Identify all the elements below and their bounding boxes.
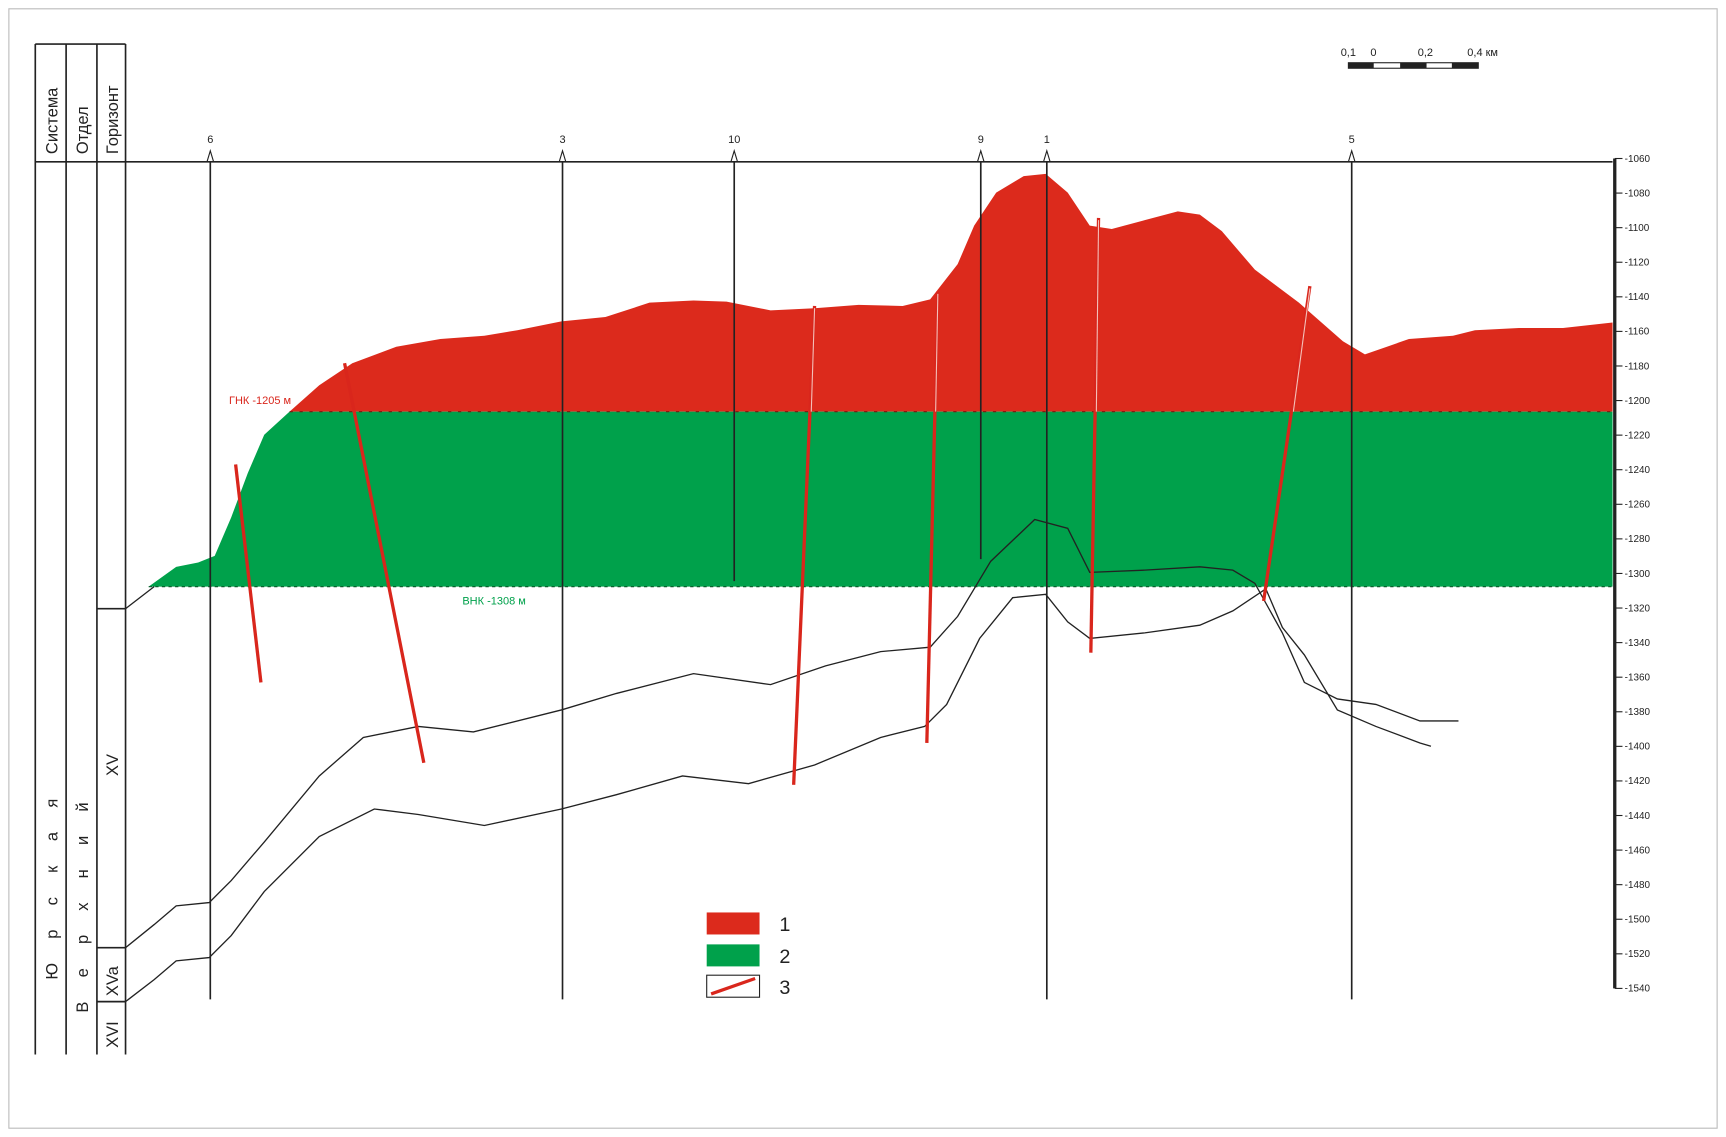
horizon-line: [125, 587, 1432, 1003]
fault: [1262, 285, 1312, 602]
well-head: [558, 148, 567, 162]
depth-label: -1320: [1625, 603, 1651, 614]
strat-columns: [34, 43, 1613, 1055]
horizon-label: XVa: [104, 965, 122, 996]
depth-label: -1540: [1625, 984, 1651, 995]
series-label: Верхний: [74, 778, 92, 1012]
depth-label: -1160: [1625, 327, 1650, 338]
depth-label: -1260: [1625, 500, 1651, 511]
fault-highlight: [1292, 288, 1311, 412]
depth-label: -1240: [1625, 465, 1651, 476]
column-header: Горизонт: [104, 85, 122, 154]
depth-label: -1400: [1625, 742, 1651, 753]
depth-label: -1440: [1625, 811, 1651, 822]
well-head: [206, 148, 215, 162]
depth-label: -1140: [1625, 292, 1650, 303]
fault-highlights: [810, 220, 1311, 412]
horizon-label: XV: [104, 754, 122, 776]
fault: [342, 362, 426, 764]
system-label: Юрская: [43, 775, 61, 980]
depth-label: -1060: [1625, 154, 1651, 165]
well-head: [730, 148, 739, 162]
legend-label: 3: [779, 977, 790, 999]
depth-label: -1100: [1625, 223, 1650, 234]
scale-label: 0: [1370, 47, 1376, 59]
legend-label: 2: [779, 946, 790, 968]
fault-highlight: [1095, 220, 1100, 412]
vnk-label: ВНК -1308 м: [462, 595, 526, 607]
column-header: Отдел: [74, 106, 92, 154]
scale-label: 0,2: [1418, 47, 1433, 59]
depth-label: -1120: [1625, 258, 1650, 269]
depth-label: -1220: [1625, 430, 1651, 441]
horizon-label: XVI: [104, 1021, 122, 1048]
depth-label: -1520: [1625, 949, 1651, 960]
well-head: [976, 148, 985, 162]
scale-bar-segment: [1400, 62, 1427, 69]
depth-label: -1200: [1625, 396, 1651, 407]
well-label: 5: [1349, 134, 1355, 146]
depth-label: -1420: [1625, 776, 1651, 787]
fault: [792, 305, 817, 785]
scale-bar: [1347, 62, 1479, 69]
well-label: 9: [978, 134, 984, 146]
well-label: 6: [207, 134, 213, 146]
scale-bar-segment: [1451, 62, 1479, 69]
well-head: [1347, 148, 1356, 162]
depth-label: -1280: [1625, 534, 1651, 545]
horizon-lines: [125, 518, 1459, 1003]
horizon-line: [125, 518, 1459, 949]
gas-zone: [289, 173, 1613, 412]
horizon-line: [125, 586, 155, 610]
fault-highlight: [935, 293, 939, 412]
legend-fault: [710, 976, 756, 996]
frame: [8, 8, 1718, 1129]
gnk-label: ГНК -1205 м: [229, 395, 291, 407]
column-header: Система: [43, 87, 61, 154]
depth-label: -1480: [1625, 880, 1651, 891]
depth-label: -1300: [1625, 569, 1651, 580]
well-label: 1: [1044, 134, 1050, 146]
legend-label: 1: [779, 914, 790, 936]
fault-highlight: [810, 308, 816, 412]
depth-label: -1380: [1625, 707, 1651, 718]
fault: [233, 464, 263, 683]
scale-label: 0,1: [1341, 47, 1356, 59]
legend-swatch: [706, 912, 760, 935]
depth-label: -1500: [1625, 915, 1651, 926]
well-label: 3: [559, 134, 565, 146]
scale-bar-segment: [1348, 62, 1374, 69]
depth-label: -1340: [1625, 638, 1651, 649]
depth-label: -1460: [1625, 845, 1651, 856]
legend-swatch: [706, 944, 760, 967]
oil-zone: [148, 411, 1613, 587]
depth-label: -1180: [1625, 361, 1650, 372]
depth-label: -1080: [1625, 188, 1651, 199]
depth-label: -1360: [1625, 672, 1651, 683]
well-head: [1042, 148, 1051, 162]
scale-label: 0,4 км: [1467, 47, 1498, 59]
well-label: 10: [728, 134, 740, 146]
